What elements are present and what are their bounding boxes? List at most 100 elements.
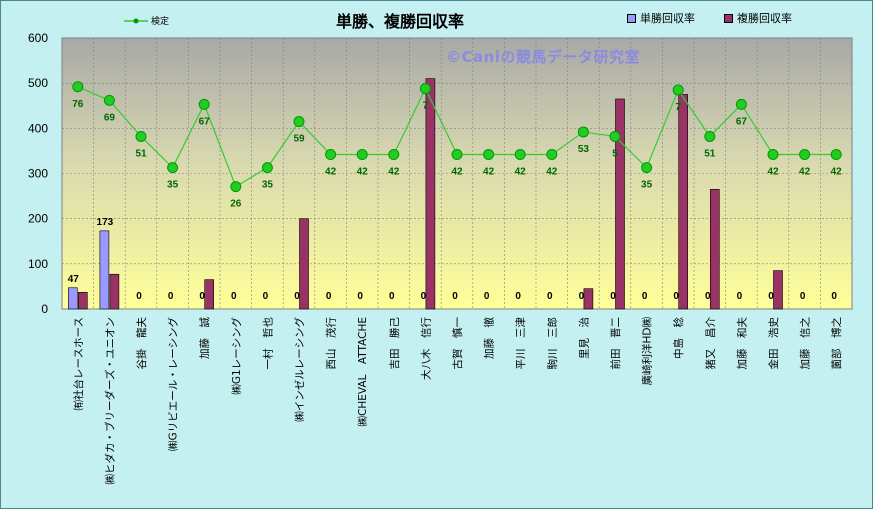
bar-value-label: 0 bbox=[357, 291, 363, 302]
bar-fukusho bbox=[299, 218, 309, 310]
chart-title: 単勝、複勝回収率 bbox=[335, 12, 464, 31]
plot-area bbox=[61, 37, 853, 310]
line-point bbox=[198, 98, 210, 110]
legend-bar2-label: 複勝回収率 bbox=[737, 12, 792, 25]
line-point-label: 51 bbox=[704, 148, 716, 159]
x-tick-label: 薗部 博之 bbox=[830, 317, 843, 370]
bar-value-label: 0 bbox=[642, 291, 648, 302]
bar-value-label: 0 bbox=[579, 291, 585, 302]
grid-lines bbox=[62, 38, 852, 309]
line-point-label: 67 bbox=[199, 116, 211, 127]
bar-fukusho bbox=[615, 98, 625, 310]
bar-value-label: 0 bbox=[294, 291, 300, 302]
line-point bbox=[293, 116, 305, 128]
line-point-label: 69 bbox=[104, 112, 116, 123]
x-tick-label: 平川 三津 bbox=[515, 317, 527, 370]
line-point-label: 42 bbox=[483, 167, 495, 178]
line-point-label: 42 bbox=[388, 167, 400, 178]
x-tick-label: ㈱CHEVAL ATTACHE bbox=[357, 317, 369, 426]
line-point bbox=[546, 149, 558, 161]
y-axis: 0 100 200 300 400 500 600 bbox=[28, 31, 48, 316]
x-tick-label: 猪又 昌介 bbox=[705, 317, 717, 370]
line-point bbox=[230, 181, 242, 193]
line-point-label: 67 bbox=[736, 116, 748, 127]
legend-line-dot bbox=[133, 18, 139, 24]
bar-value-label: 0 bbox=[831, 291, 837, 302]
legend-bar1-swatch bbox=[627, 13, 636, 23]
line-point bbox=[325, 149, 337, 161]
x-tick-label: ㈲社台レースホース bbox=[72, 317, 85, 410]
line-point-label: 76 bbox=[72, 99, 84, 110]
x-tick-label: 古賀 慎一 bbox=[451, 317, 464, 370]
bar-value-label: 0 bbox=[737, 291, 743, 302]
line-point bbox=[672, 84, 684, 96]
bar-value-label: 0 bbox=[515, 291, 521, 302]
bar-value-label: 0 bbox=[231, 291, 237, 302]
line-point bbox=[72, 81, 84, 93]
x-tick-label: 金田 浩史 bbox=[767, 317, 780, 370]
bar-tansho bbox=[99, 230, 110, 310]
legend-bar2-swatch bbox=[724, 13, 733, 23]
line-point-label: 35 bbox=[167, 180, 179, 191]
line-point bbox=[483, 149, 495, 161]
bar-fukusho bbox=[204, 279, 214, 310]
line-point-label: 42 bbox=[325, 167, 337, 178]
x-tick-label: 谷掛 龍夫 bbox=[135, 317, 148, 370]
line-point bbox=[767, 149, 779, 161]
bar-value-label: 0 bbox=[421, 291, 427, 302]
y-tick-label: 500 bbox=[28, 76, 48, 90]
x-tick-label: 西山 茂行 bbox=[325, 317, 338, 370]
x-tick-label: 駒川 三郎 bbox=[546, 317, 559, 370]
legend-line: 検定 bbox=[151, 14, 169, 27]
bar-value-label: 0 bbox=[705, 291, 711, 302]
bar-value-label: 0 bbox=[484, 291, 490, 302]
x-tick-label: ㈱Gリビエール・レーシング bbox=[167, 317, 180, 451]
line-point-label: 7 bbox=[423, 101, 429, 112]
x-tick-label: 里見 治 bbox=[577, 317, 590, 359]
bar-fukusho bbox=[425, 78, 436, 310]
x-tick-label: ㈱G1レーシング bbox=[230, 317, 243, 395]
line-point-label: 42 bbox=[546, 167, 558, 178]
y-tick-label: 0 bbox=[41, 302, 48, 316]
legend-line-label: 検定 bbox=[151, 17, 170, 27]
bar-fukusho bbox=[773, 270, 783, 310]
watermark-text: ©Caniの競馬データ研究室 bbox=[446, 48, 640, 66]
line-point-label: 42 bbox=[515, 167, 527, 178]
bar-fukusho bbox=[109, 273, 120, 310]
bar-tansho bbox=[68, 287, 78, 310]
line-point bbox=[419, 83, 431, 95]
line-point bbox=[641, 162, 653, 174]
y-tick-label: 300 bbox=[28, 167, 48, 181]
bar-fukusho bbox=[78, 291, 88, 310]
line-point bbox=[704, 130, 716, 142]
x-tick-label: 中島 稔 bbox=[672, 317, 685, 359]
line-point-label: 7 bbox=[675, 102, 681, 113]
line-point-label: 35 bbox=[262, 180, 274, 191]
bar-fukusho bbox=[678, 94, 689, 310]
bars-layer: 47 173 0 0 0 0 0 0 0 0 0 0 0 0 0 0 0 0 0 0 0 0 0 0 0 bbox=[68, 78, 837, 310]
x-tick-label: 加藤 徹 bbox=[483, 317, 496, 359]
line-point bbox=[830, 149, 842, 161]
line-point-label: 42 bbox=[767, 167, 779, 178]
line-point-label: 42 bbox=[799, 167, 811, 178]
y-tick-label: 400 bbox=[28, 121, 48, 135]
x-tick-label: 大八木 信行 bbox=[419, 317, 432, 380]
bar-value-label: 0 bbox=[263, 291, 269, 302]
y-tick-label: 200 bbox=[28, 212, 48, 226]
bar-value-label: 0 bbox=[610, 291, 616, 302]
bar-fukusho bbox=[583, 288, 594, 310]
x-tick-label: 加藤 和夫 bbox=[736, 317, 748, 370]
line-point bbox=[577, 126, 589, 138]
bar-value-label: 0 bbox=[547, 291, 553, 302]
x-tick-label: ㈱ヒダカ・ブリーダーズ・ユニオン bbox=[103, 317, 116, 484]
line-point bbox=[167, 162, 179, 174]
y-tick-label: 600 bbox=[28, 31, 48, 45]
line-layer: 76 69 51 35 67 26 35 59 42 42 42 7 42 42 42 42 53 5 35 7 51 6… bbox=[72, 81, 842, 210]
legend-bar2: 複勝回収率 bbox=[724, 10, 792, 26]
x-axis-labels: ㈲社台レースホース ㈱ヒダカ・ブリーダーズ・ユニオン 谷掛 龍夫 ㈱Gリビエール・レー… bbox=[72, 317, 843, 485]
line-point-label: 42 bbox=[357, 167, 369, 178]
line-point-label: 26 bbox=[230, 199, 242, 210]
line-point bbox=[514, 149, 526, 161]
bar-value-label: 0 bbox=[673, 291, 679, 302]
